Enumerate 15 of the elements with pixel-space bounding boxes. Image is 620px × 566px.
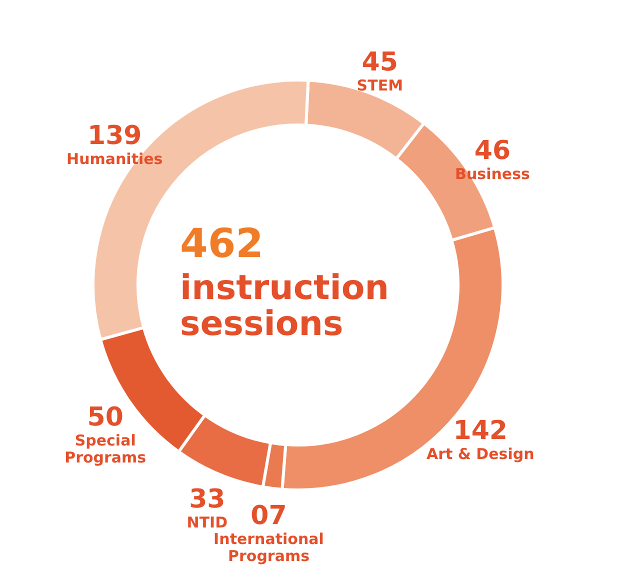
data-label: 45 (362, 48, 398, 78)
slice-label: Art & Design (426, 445, 534, 464)
data-label: 07 (250, 501, 287, 532)
data-label: 142 (453, 416, 508, 446)
data-label: 50 (87, 402, 124, 433)
slice-label: Special Programs (64, 432, 146, 467)
text: instruction sessions (180, 268, 389, 344)
data-label: 46 (474, 136, 511, 166)
slice-label: STEM (356, 76, 404, 95)
data-label: 33 (189, 484, 226, 515)
data-label: 139 (87, 121, 142, 152)
slice-label: International Programs (214, 530, 324, 566)
slice-label: NTID (186, 514, 228, 532)
text: 462 (180, 221, 264, 267)
slice-label: Humanities (66, 150, 163, 168)
